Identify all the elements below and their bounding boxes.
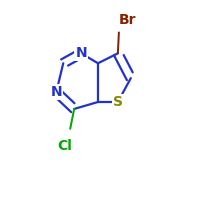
Text: Cl: Cl bbox=[57, 139, 72, 153]
Text: Br: Br bbox=[119, 13, 137, 27]
Text: S: S bbox=[113, 95, 123, 109]
Text: N: N bbox=[50, 85, 62, 99]
Text: N: N bbox=[75, 46, 87, 60]
